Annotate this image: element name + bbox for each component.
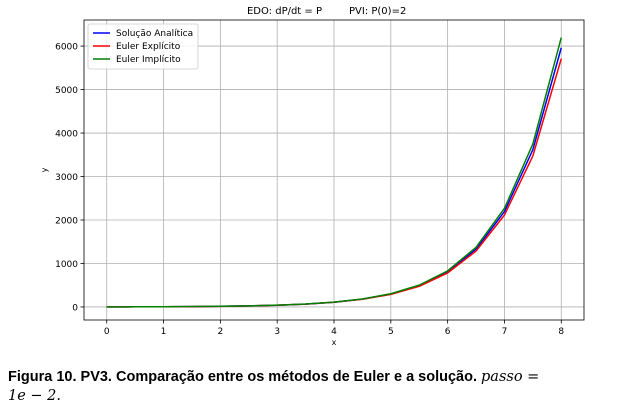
caption-text: Figura 10. PV3. Comparação entre os méto… [8,369,477,385]
chart: 0 1 2 3 4 5 6 7 8 0 1000 2000 3000 4000 5000 6000 x y E… [40,6,585,347]
y-axis-label: y [40,167,49,172]
x-tick-label: 8 [558,327,564,337]
series-line-3 [106,37,562,308]
chart-title-initial-value: PVI: P(0)=2 [349,6,406,17]
y-tick-label: 5000 [55,86,78,96]
x-tick-label: 7 [502,327,508,337]
x-tick-label: 6 [445,327,451,337]
y-tick-label: 4000 [55,130,78,140]
x-tick-label: 4 [331,327,337,337]
y-tick-label: 3000 [55,173,78,183]
legend-box [87,23,199,70]
chart-title-equation: EDO: dP/dt = P [247,6,322,17]
y-tick-label: 1000 [55,260,78,270]
figure-caption: Figura 10. PV3. Comparação entre os méto… [8,368,620,406]
x-tick-label: 5 [388,327,394,337]
series-lines [106,37,562,308]
legend-label: Euler Implícito [116,55,181,65]
x-tick-label: 2 [217,327,223,337]
x-tick-label: 0 [104,327,110,337]
x-tick-label: 3 [274,327,280,337]
y-tick-label: 0 [72,303,78,313]
legend-label: Solução Analítica [116,29,193,39]
grid [84,20,584,320]
x-tick-label: 1 [161,327,167,337]
y-tick-label: 6000 [55,43,78,53]
x-axis-label: x [332,338,337,347]
y-tick-label: 2000 [55,217,78,227]
caption-step-value: 1e − 2. [8,388,62,404]
caption-step-label: passo = [481,369,540,385]
legend-label: Euler Explícito [116,42,181,52]
legend: Solução Analítica Euler Explícito Euler Im… [87,23,199,70]
axis-ticks: 0 1 2 3 4 5 6 7 8 0 1000 2000 3000 4000 5000 6000 [55,43,564,337]
